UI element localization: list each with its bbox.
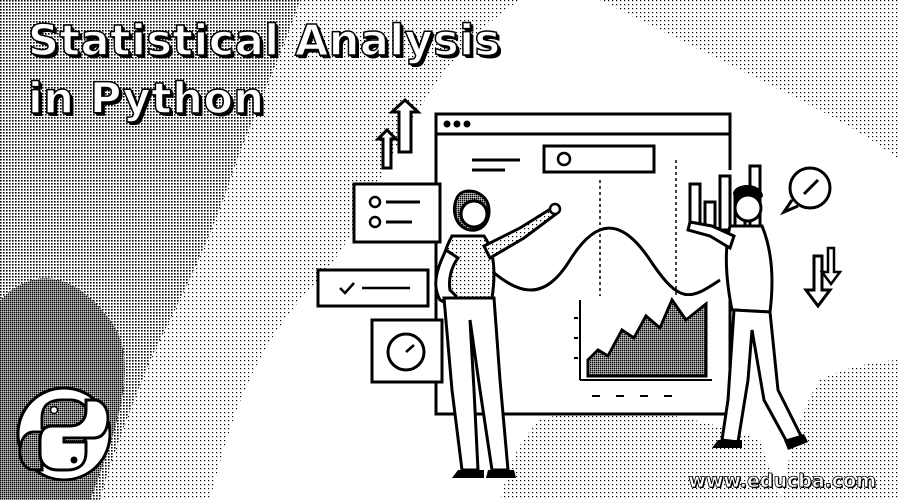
window-dot-icon: [463, 120, 471, 128]
list-card: [352, 182, 442, 244]
arrow-down-icon: [803, 254, 833, 309]
woman-figure: [434, 189, 562, 478]
gauge-icon: [386, 332, 426, 372]
down-arrows: [803, 246, 843, 309]
arrow-up-icon: [388, 97, 422, 154]
arrow-up-icon: [374, 127, 400, 170]
search-icon: [556, 151, 572, 167]
area-series: [586, 296, 708, 378]
gauge-card: [370, 318, 444, 384]
man-figure: [686, 185, 808, 450]
page-title: Statistical Analysis: [27, 15, 501, 67]
check-icon: [339, 282, 355, 295]
watermark-url: www.educba.com: [688, 470, 877, 493]
window-dot-icon: [443, 120, 451, 128]
area-chart-card: [570, 296, 716, 397]
up-arrows: [374, 97, 422, 170]
arrow-down-icon: [819, 246, 843, 287]
compass-bubble: [779, 166, 832, 216]
python-logo-icon: [16, 386, 112, 482]
window-dot-icon: [453, 120, 461, 128]
check-card: [316, 268, 430, 308]
page-subtitle: in Python: [27, 73, 265, 125]
search-box: [542, 144, 656, 174]
sine-wave: [478, 226, 721, 297]
bar: [718, 174, 732, 232]
